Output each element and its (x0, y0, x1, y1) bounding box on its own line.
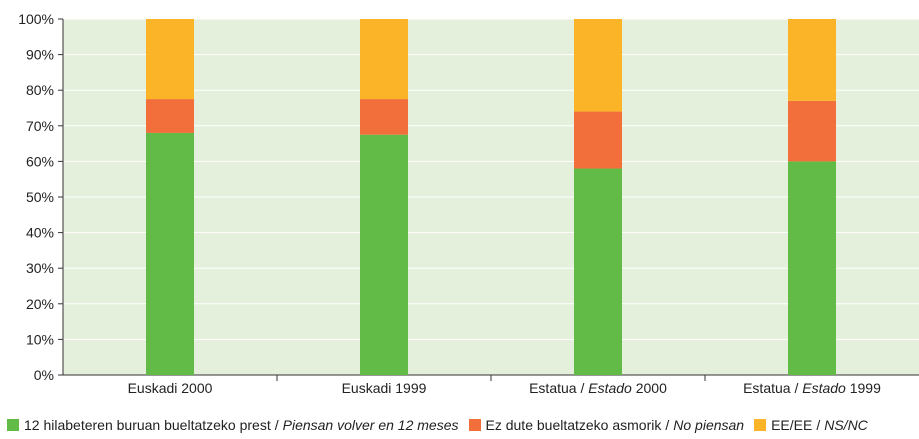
bar-segment-piensan-volver (146, 132, 194, 375)
y-tick-label: 40% (26, 225, 54, 241)
y-tick-label: 70% (26, 118, 54, 134)
x-category-label: Euskadi 2000 (128, 380, 213, 396)
legend-label-main: Ez dute bueltatzeko asmorik (485, 417, 662, 433)
legend-separator: / (665, 417, 670, 433)
y-tick-label: 0% (34, 367, 54, 383)
bar-segment-ns-nc (360, 19, 408, 100)
legend-item-piensan-volver: 12 hilabeteren buruan bueltatzeko prest … (7, 417, 459, 433)
legend-separator: / (816, 417, 821, 433)
y-tick-label: 50% (26, 189, 54, 205)
legend-separator: / (274, 417, 279, 433)
legend: 12 hilabeteren buruan bueltatzeko prest … (7, 414, 878, 436)
bar-segment-piensan-volver (574, 168, 622, 375)
y-tick-label: 60% (26, 153, 54, 169)
x-category-label: Euskadi 1999 (342, 380, 427, 396)
bar-segment-no-piensan (788, 100, 836, 162)
y-tick-label: 30% (26, 260, 54, 276)
y-tick-label: 20% (26, 296, 54, 312)
bar-segment-ns-nc (788, 19, 836, 101)
legend-label-italic: NS/NC (824, 417, 868, 433)
x-category-label: Estatua / Estado 2000 (529, 380, 667, 396)
x-category-label: Estatua / Estado 1999 (743, 380, 881, 396)
y-tick-label: 100% (18, 11, 54, 27)
y-tick-label: 80% (26, 82, 54, 98)
y-tick-label: 90% (26, 47, 54, 63)
legend-swatch-green (7, 419, 19, 431)
bar-segment-piensan-volver (360, 134, 408, 375)
y-tick-label: 10% (26, 331, 54, 347)
legend-label-main: 12 hilabeteren buruan bueltatzeko prest (24, 417, 271, 433)
legend-label-main: EE/EE (771, 417, 813, 433)
legend-item-ns-nc: EE/EE / NS/NC (754, 417, 868, 433)
legend-swatch-yellow (754, 419, 767, 431)
bar-segment-ns-nc (146, 19, 194, 100)
bar-segment-ns-nc (574, 19, 622, 112)
legend-label-italic: Piensan volver en 12 meses (282, 417, 459, 433)
bar-segment-no-piensan (360, 99, 408, 135)
bar-segment-no-piensan (574, 111, 622, 169)
bar-segment-piensan-volver (788, 161, 836, 375)
bar-segment-no-piensan (146, 99, 194, 133)
legend-label-italic: No piensan (673, 417, 745, 433)
legend-item-no-piensan: Ez dute bueltatzeko asmorik / No piensan (468, 417, 745, 433)
legend-swatch-orange (468, 419, 481, 431)
